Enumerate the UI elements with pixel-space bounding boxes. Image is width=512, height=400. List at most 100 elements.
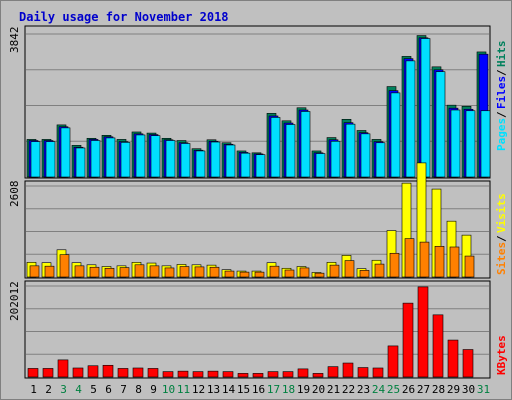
- x-tick-label-day-4: 4: [75, 383, 82, 396]
- x-tick-label-day-23: 23: [357, 383, 370, 396]
- x-tick-label-day-3: 3: [60, 383, 67, 396]
- bar-pages-day-18: [285, 124, 296, 178]
- x-tick-label-day-6: 6: [105, 383, 112, 396]
- bar-kbytes-day-25: [387, 345, 399, 378]
- bar-pages-day-20: [315, 153, 326, 178]
- bar-pages-day-14: [225, 144, 236, 178]
- x-axis-day-labels: 1 2 3 4 5 6 7 8 9 10 11 12 13 14 15 16 17 18 19 20 21 22 23 24 2…: [30, 383, 490, 396]
- x-tick-label-day-14: 14: [222, 383, 236, 396]
- legend-sites-visits: Sites / Visits: [495, 193, 508, 275]
- x-tick-label-day-7: 7: [120, 383, 127, 396]
- x-tick-label-day-13: 13: [207, 383, 220, 396]
- bar-pages-day-9: [150, 135, 161, 178]
- bar-kbytes-day-18: [282, 371, 294, 378]
- x-tick-label-day-24: 24: [372, 383, 386, 396]
- bar-sites-day-8: [134, 264, 145, 278]
- bar-sites-day-18: [284, 269, 295, 278]
- x-tick-label-day-12: 12: [192, 383, 205, 396]
- bar-pages-day-11: [180, 143, 191, 178]
- bar-pages-day-16: [255, 154, 266, 178]
- bar-kbytes-day-7: [117, 368, 129, 378]
- x-tick-label-day-26: 26: [402, 383, 415, 396]
- max-label-sites-visits: 2608: [8, 181, 21, 208]
- x-tick-label-day-9: 9: [150, 383, 157, 396]
- bar-kbytes-day-4: [72, 367, 84, 378]
- legend-separator: /: [495, 235, 508, 242]
- x-tick-label-day-29: 29: [447, 383, 460, 396]
- x-tick-label-day-28: 28: [432, 383, 445, 396]
- bar-kbytes-day-28: [432, 314, 444, 378]
- bar-kbytes-day-20: [312, 373, 324, 378]
- bar-pages-day-26: [405, 60, 416, 178]
- bar-kbytes-day-16: [252, 373, 264, 378]
- legend-pages-files-hits: Pages / Files / Hits: [495, 41, 508, 152]
- bar-sites-day-3: [59, 254, 70, 278]
- bar-kbytes-day-24: [372, 367, 384, 378]
- bar-kbytes-day-8: [132, 367, 144, 378]
- bar-kbytes-day-30: [462, 349, 474, 378]
- x-tick-label-day-11: 11: [177, 383, 190, 396]
- bar-pages-day-29: [450, 109, 461, 178]
- bar-pages-day-15: [240, 152, 251, 178]
- bar-pages-day-27: [420, 38, 431, 178]
- bar-kbytes-day-9: [147, 368, 159, 378]
- bar-sites-day-16: [254, 271, 265, 278]
- legend-pages: Pages: [495, 118, 508, 151]
- bar-pages-day-1: [30, 141, 41, 178]
- bar-kbytes-day-26: [402, 302, 414, 378]
- bar-sites-day-15: [239, 271, 250, 278]
- legend-files: Files: [495, 76, 508, 109]
- chart-title: Daily usage for November 2018: [19, 10, 229, 24]
- bar-pages-day-22: [345, 123, 356, 178]
- x-tick-label-day-16: 16: [252, 383, 265, 396]
- bars: [27, 286, 474, 378]
- bar-kbytes-day-3: [57, 359, 69, 378]
- x-tick-label-day-20: 20: [312, 383, 325, 396]
- bar-kbytes-day-12: [192, 371, 204, 378]
- x-tick-label-day-5: 5: [90, 383, 97, 396]
- x-tick-label-day-8: 8: [135, 383, 142, 396]
- bar-kbytes-day-14: [222, 371, 234, 378]
- bar-sites-day-24: [374, 263, 385, 278]
- bar-sites-day-1: [29, 265, 40, 278]
- bar-pages-day-23: [360, 133, 371, 178]
- bar-sites-day-21: [329, 264, 340, 278]
- bar-pages-day-12: [195, 150, 206, 178]
- bar-kbytes-day-27: [417, 286, 429, 378]
- bar-pages-day-8: [135, 134, 146, 178]
- bar-kbytes-day-29: [447, 339, 459, 378]
- bar-kbytes-day-17: [267, 371, 279, 378]
- bar-pages-day-13: [210, 141, 221, 178]
- bar-sites-day-6: [104, 267, 115, 278]
- bar-sites-day-2: [44, 265, 55, 278]
- bar-sites-day-29: [449, 246, 460, 278]
- bar-kbytes-day-22: [342, 362, 354, 378]
- bar-pages-day-24: [375, 142, 386, 178]
- bar-kbytes-day-6: [102, 364, 114, 378]
- x-tick-label-day-2: 2: [45, 383, 52, 396]
- kbytes-panel: 202012 KBytes: [8, 280, 508, 379]
- x-tick-label-day-18: 18: [282, 383, 295, 396]
- x-tick-label-day-1: 1: [30, 383, 37, 396]
- bar-kbytes-day-19: [297, 368, 309, 378]
- sites-visits-panel: 2608 Sites / Visits: [8, 162, 508, 279]
- bar-sites-day-27: [419, 241, 430, 278]
- bar-sites-day-23: [359, 270, 370, 278]
- x-tick-label-day-25: 25: [387, 383, 400, 396]
- bar-pages-day-10: [165, 140, 176, 178]
- bar-kbytes-day-21: [327, 366, 339, 378]
- bar-pages-day-7: [120, 142, 131, 178]
- bar-sites-day-30: [464, 255, 475, 278]
- bar-sites-day-17: [269, 265, 280, 278]
- legend-separator: /: [495, 111, 508, 118]
- x-tick-label-day-19: 19: [297, 383, 310, 396]
- bar-sites-day-28: [434, 245, 445, 278]
- x-tick-label-day-21: 21: [327, 383, 340, 396]
- bars: [26, 35, 491, 178]
- bar-sites-day-14: [224, 270, 235, 278]
- bar-sites-day-9: [149, 265, 160, 278]
- bar-pages-day-19: [300, 111, 311, 178]
- bar-sites-day-7: [119, 267, 130, 278]
- bar-kbytes-day-11: [177, 370, 189, 378]
